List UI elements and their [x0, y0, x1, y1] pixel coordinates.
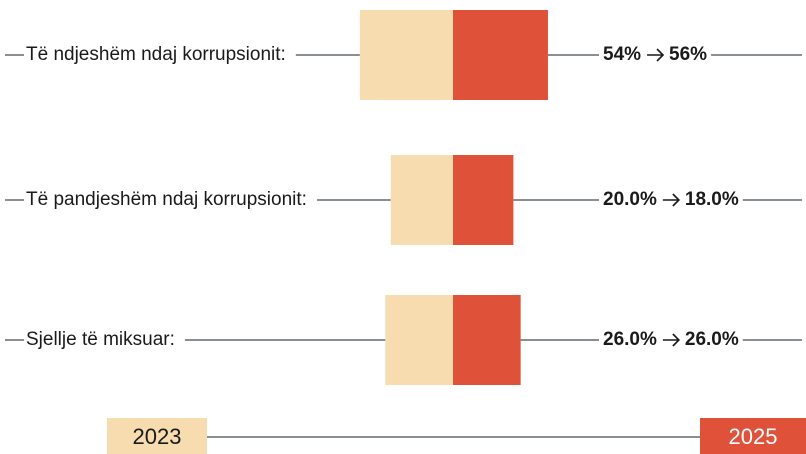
value-label: 54% — [603, 44, 641, 65]
value-label: 26.0% — [685, 329, 739, 350]
category-label: Sjellje të miksuar: — [26, 329, 175, 350]
bar — [453, 10, 548, 100]
value-label: 26.0% — [603, 329, 657, 350]
value-label: 56% — [669, 44, 707, 65]
arrow — [647, 48, 665, 62]
category-label: Të ndjeshëm ndaj korrupsionit: — [26, 44, 286, 65]
bar — [453, 155, 514, 245]
bar — [385, 295, 453, 385]
legend-label: 2023 — [133, 424, 182, 449]
arrow — [662, 333, 681, 347]
value-label: 18.0% — [685, 189, 739, 210]
legend-swatch — [107, 418, 207, 454]
bar — [359, 10, 453, 100]
bar — [453, 295, 521, 385]
arrow — [662, 193, 681, 207]
legend-swatch — [700, 418, 806, 454]
legend-label: 2025 — [729, 424, 778, 449]
bar — [390, 155, 453, 245]
category-label: Të pandjeshëm ndaj korrupsionit: — [26, 189, 307, 210]
value-label: 20.0% — [603, 189, 657, 210]
